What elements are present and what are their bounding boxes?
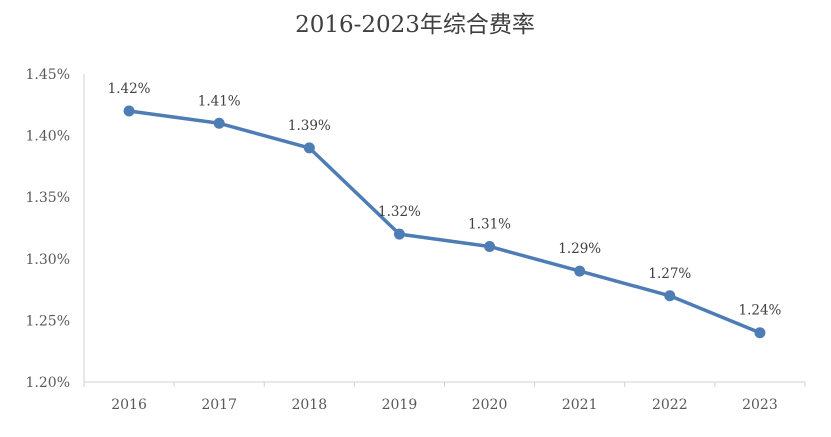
x-tick-labels: 2016 2017 2018 2019 2020 2021 2022 2023 — [83, 382, 806, 413]
data-label: 1.39% — [288, 118, 331, 134]
y-tick-label: 1.20% — [26, 375, 70, 391]
y-tick-label: 1.40% — [26, 129, 70, 145]
data-label: 1.42% — [108, 81, 151, 97]
data-point — [393, 228, 405, 240]
data-point — [484, 240, 496, 252]
data-labels: 1.42% 1.41% 1.39% 1.32% 1.31% 1.29% 1.27% 1.24% — [108, 81, 782, 319]
y-tick-label: 1.30% — [26, 252, 70, 268]
data-point — [213, 117, 225, 129]
data-points — [123, 105, 766, 339]
data-label: 1.32% — [378, 204, 421, 220]
y-tick-labels: 1.20% 1.25% 1.30% 1.35% 1.40% 1.45% — [26, 67, 70, 391]
x-tick-label: 2019 — [382, 397, 418, 413]
data-label: 1.24% — [738, 303, 781, 319]
x-tick-label: 2016 — [111, 397, 147, 413]
x-tick-label: 2022 — [652, 397, 688, 413]
data-point — [754, 327, 766, 339]
y-tick-label: 1.45% — [26, 67, 70, 83]
data-point — [664, 290, 676, 302]
data-point — [123, 105, 135, 117]
chart-title: 2016-2023年综合费率 — [295, 12, 535, 38]
series-line — [127, 109, 762, 335]
x-tick-label: 2017 — [201, 397, 237, 413]
x-tick-label: 2023 — [742, 397, 778, 413]
data-point — [303, 142, 315, 154]
data-label: 1.27% — [648, 266, 691, 282]
data-label: 1.41% — [198, 93, 241, 109]
y-tick-label: 1.25% — [26, 313, 70, 329]
data-label: 1.29% — [558, 241, 601, 257]
y-tick-label: 1.35% — [26, 190, 70, 206]
x-tick-label: 2018 — [291, 397, 327, 413]
x-tick-label: 2021 — [562, 397, 598, 413]
data-point — [574, 265, 586, 277]
x-tick-label: 2020 — [472, 397, 508, 413]
data-label: 1.31% — [468, 216, 511, 232]
